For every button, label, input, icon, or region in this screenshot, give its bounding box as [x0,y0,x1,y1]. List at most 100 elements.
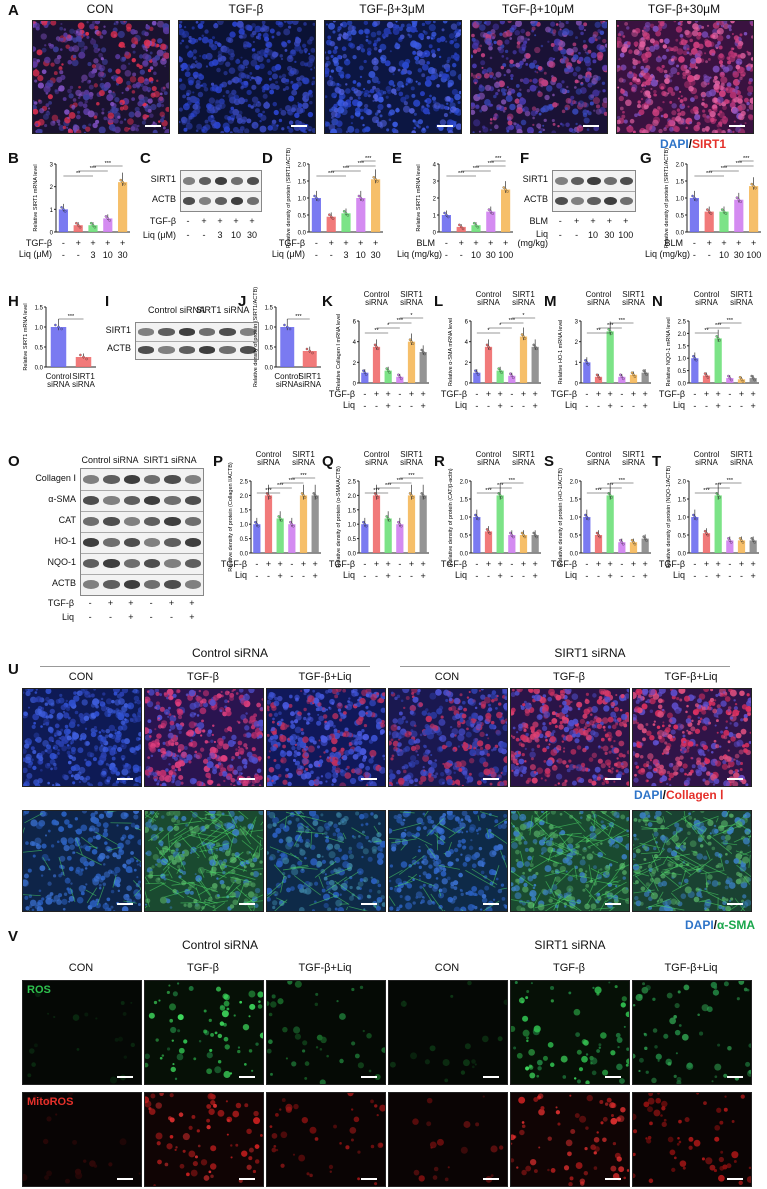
bar [531,535,539,553]
band [603,177,617,185]
row2-value: - [585,401,589,411]
row1-value: + [408,559,415,569]
data-point [509,372,512,376]
data-point [93,225,97,229]
data-point [695,358,698,362]
sig-label: *** [397,478,404,484]
data-point [728,539,732,542]
v-ros-image-2-scale-bar [361,1076,377,1078]
band [83,517,100,526]
row2-value: - [728,401,732,411]
row2-value: + [420,571,426,581]
data-point [474,369,477,372]
row1-value: - [363,389,367,399]
u-title-0: CON [68,671,94,683]
sig-label: *** [715,323,722,329]
y-tick-label: 1 [433,214,437,220]
sig-label: *** [408,473,415,479]
band [138,328,155,336]
sig-label: ** [374,328,379,334]
bar [407,341,416,383]
bar [691,517,699,553]
row1-value: + [168,598,175,608]
u-collagen-image-5-scale-bar [727,778,743,780]
row1-value: + [607,559,613,569]
legend-asma: α-SMA [717,918,756,932]
row1-value: + [497,559,503,569]
a-image-4-scale-bar [729,125,745,127]
band [158,346,175,354]
panel-r-label: R [434,453,445,470]
row-label-1: TGF-β [658,389,685,399]
group-label-control: Control siRNA [693,290,720,307]
data-point [715,335,718,338]
row1-value: - [510,559,514,569]
sig-label: *** [607,323,614,329]
row1-value: + [502,238,509,248]
band [144,517,161,526]
sig-label: *** [703,488,710,494]
sig-label: *** [68,314,75,320]
y-tick-label: 1.0 [348,523,357,529]
group-label-control: Control siRNA [475,450,502,467]
d-svg: 0.0 0.5 1.0 1.5 2.0 Relative density of prote… [286,148,383,248]
data-point [587,517,590,521]
row2-value: - [149,612,153,622]
y-tick-label: 0.5 [298,214,307,220]
v-mitoros-image-2 [266,1092,386,1187]
data-point [598,377,602,381]
row2-value: - [631,571,635,581]
row1-value: - [398,389,402,399]
row-label-2: Liq (mg/kg) [645,249,691,259]
row1-value: - [620,389,624,399]
bar [471,225,481,232]
band-label: ACTB [106,343,131,353]
panel-k-label: K [322,293,333,310]
bar [484,531,493,553]
band [123,580,140,589]
y-tick-label: 2.0 [676,163,685,169]
row-label-2: Liq [234,570,247,580]
g-svg: 0.0 0.5 1.0 1.5 2.0 Relative density of prote… [664,148,761,248]
band [587,177,601,185]
data-point [63,210,67,213]
n-svg: 0.0 0.5 1.0 1.5 2.0 2.5 Relative NQO-1 mRNA le… [666,317,759,388]
data-point [372,176,376,179]
row1-value: + [642,559,648,569]
row2-value: - [255,571,259,581]
s-svg: 0.0 0.5 1.0 1.5 2.0 Relative density of prote… [558,468,651,566]
band [214,197,228,205]
a-title-3: TGF-β+10μM [501,2,575,16]
sig-label: * [499,323,502,329]
legend-sirt1: SIRT1 [692,137,727,151]
data-point [500,371,503,374]
band [198,177,212,185]
u-asma-image-2-scale-bar [361,903,377,905]
data-point [108,219,111,222]
row2-value: - [314,250,318,260]
data-point [532,531,535,535]
u-asma-image-1 [144,810,264,912]
band [123,496,140,505]
sig-label: *** [458,171,465,177]
data-point [718,339,721,342]
data-point [703,529,707,533]
data-point [254,520,257,524]
bar [689,198,699,232]
row-label-1: BLM [529,216,548,226]
data-point [488,347,492,351]
bar [501,189,511,232]
row2-value: - [409,401,413,411]
data-point [523,535,527,539]
data-point [374,178,377,181]
band [123,559,140,568]
bar [276,518,284,553]
bar [50,327,67,367]
row1-value: + [75,238,81,248]
data-point [91,223,95,227]
bar [396,524,404,553]
y-tick-label: 0 [465,382,469,388]
band [83,580,100,589]
y-tick-label: 2.0 [240,494,249,500]
